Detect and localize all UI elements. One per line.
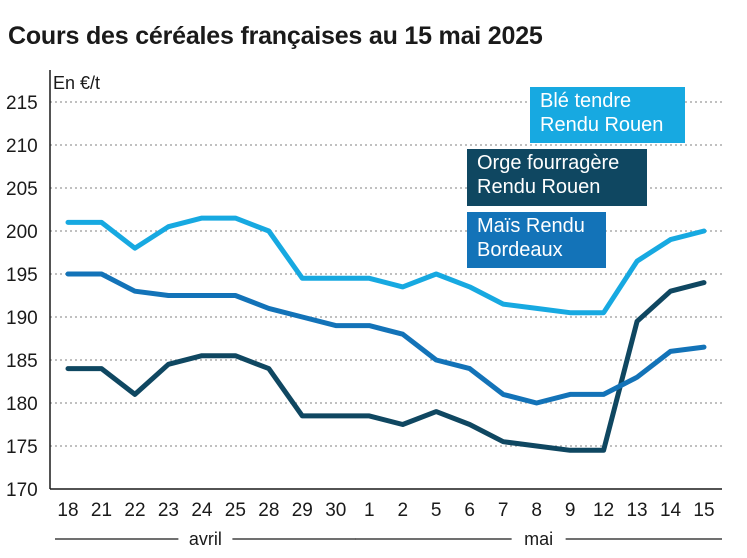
x-tick-label: 12 [593, 500, 614, 521]
series-line-orge-fourragere-rendu-rouen [65, 280, 707, 453]
x-tick-label: 29 [292, 500, 313, 521]
legend-line-1: Maïs Rendu [477, 215, 585, 237]
x-tick-label: 18 [57, 500, 78, 521]
x-tick-label: 24 [191, 500, 213, 521]
series-line-ble-tendre-rendu-rouen [65, 215, 707, 316]
x-tick-label: 21 [91, 500, 112, 521]
x-tick-label: 25 [225, 500, 246, 521]
axes [49, 70, 722, 540]
x-tick-label: 22 [124, 500, 145, 521]
x-tick-label: 15 [693, 500, 714, 521]
chart-title: Cours des céréales françaises au 15 mai … [8, 22, 543, 50]
x-tick-label: 14 [660, 500, 682, 521]
y-tick-label: 185 [6, 351, 38, 372]
y-tick-label: 180 [6, 394, 38, 415]
x-tick-label: 6 [464, 500, 475, 521]
y-tick-label: 170 [6, 480, 38, 501]
x-tick-label: 9 [565, 500, 576, 521]
legend-entry-ble-tendre: Blé tendre Rendu Rouen [530, 87, 685, 143]
x-tick-label: 7 [498, 500, 509, 521]
y-tick-label: 195 [6, 265, 38, 286]
y-tick-label: 200 [6, 222, 38, 243]
x-tick-label: 5 [431, 500, 442, 521]
series-lines [65, 215, 707, 453]
x-tick-label: 8 [531, 500, 542, 521]
legend-line-2: Bordeaux [477, 239, 563, 261]
legend-line-2: Rendu Rouen [540, 114, 664, 136]
x-tick-label: 1 [364, 500, 375, 521]
legend-line-1: Orge fourragère [477, 152, 620, 174]
legend-line-1: Blé tendre [540, 90, 632, 112]
x-group-label: avril [189, 529, 222, 549]
y-tick-label: 175 [6, 437, 38, 458]
legend-entry-orge-fourragere: Orge fourragère Rendu Rouen [467, 149, 647, 206]
legend-line-2: Rendu Rouen [477, 176, 601, 198]
x-group-label: mai [524, 529, 553, 549]
x-tick-label: 2 [397, 500, 408, 521]
x-tick-label: 13 [626, 500, 647, 521]
x-tick-label: 23 [158, 500, 179, 521]
y-tick-label: 215 [6, 93, 38, 114]
x-tick-label: 28 [258, 500, 279, 521]
series-line-mais-rendu-bordeaux [65, 271, 707, 406]
y-tick-label: 205 [6, 179, 38, 200]
y-tick-label: 190 [6, 308, 38, 329]
legend-entry-mais: Maïs Rendu Bordeaux [467, 212, 606, 268]
x-tick-label: 30 [325, 500, 346, 521]
y-axis-unit-label: En €/t [53, 73, 100, 93]
y-tick-label: 210 [6, 136, 38, 157]
